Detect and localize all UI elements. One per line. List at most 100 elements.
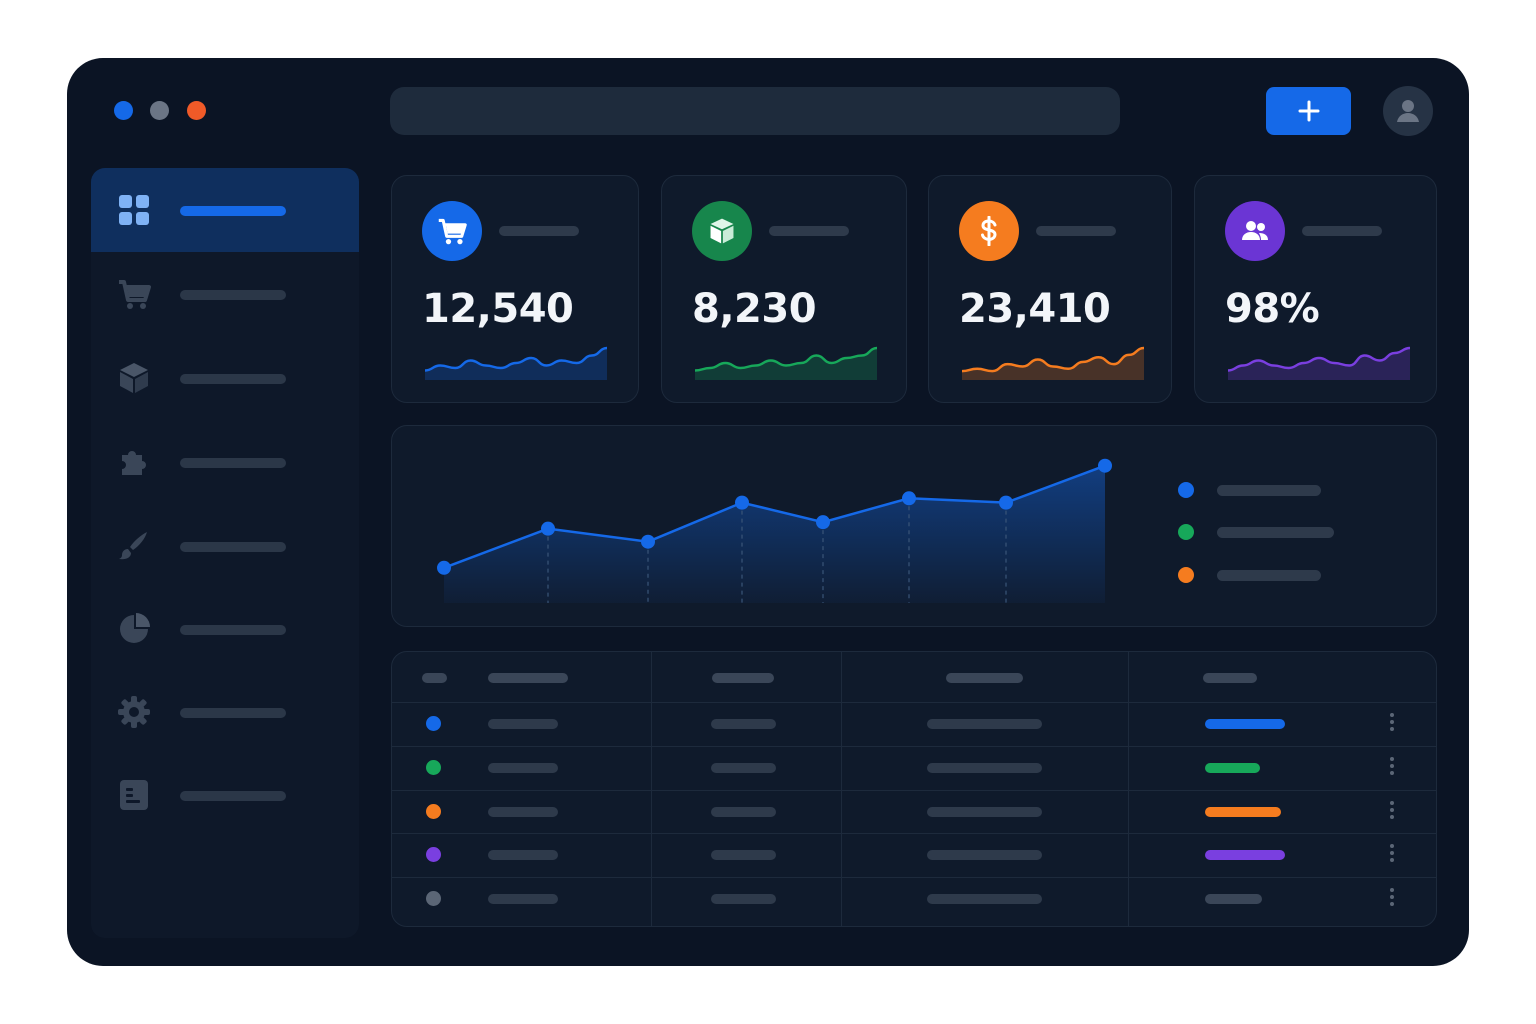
chart-series-line [443,464,1106,569]
stat-value: 98% [1225,286,1320,332]
data-table [391,651,1437,927]
sidebar-item-products[interactable] [91,336,359,420]
chart-point[interactable] [641,534,655,549]
column-header[interactable] [1203,673,1257,683]
document-icon [120,780,148,810]
stat-card-orders[interactable]: 12,540 [391,175,639,403]
pie-chart-icon [120,613,150,643]
window-control-orange[interactable] [187,101,206,120]
row-cell [711,763,776,773]
chart-point[interactable] [1098,458,1112,473]
more-options-icon[interactable] [1389,713,1395,734]
chart-point[interactable] [541,521,555,536]
table-row[interactable] [392,746,1436,790]
sparkline-line [1227,346,1411,372]
chart-point[interactable] [735,495,749,510]
chart-area-fill [444,465,1105,603]
sidebar-item-settings[interactable] [91,670,359,754]
row-status-dot [426,804,441,819]
sidebar-item-label [180,458,286,468]
sparkline [694,346,878,380]
row-cell [488,850,558,860]
row-cell [711,850,776,860]
sidebar-item-dashboard[interactable] [91,168,359,252]
stat-card-users[interactable]: 98% [1194,175,1437,403]
stat-card-revenue[interactable]: 23,410 [928,175,1172,403]
sparkline-line [694,346,878,372]
row-cell [927,719,1042,729]
sidebar-item-integrations[interactable] [91,420,359,504]
status-bar [1205,894,1262,904]
sidebar [91,168,359,938]
window-control-blue[interactable] [114,101,133,120]
legend-marker [1178,567,1194,583]
sparkline [424,346,608,380]
chart-point[interactable] [816,515,830,530]
status-bar [1205,763,1260,773]
puzzle-icon [122,451,146,475]
box-icon [120,363,148,393]
stat-value: 12,540 [422,286,574,332]
sparkline-area [962,348,1144,380]
row-cell [488,719,558,729]
table-row[interactable] [392,790,1436,834]
legend-marker [1178,524,1194,540]
legend-label[interactable] [1217,527,1334,538]
sidebar-item-label [180,290,286,300]
status-bar [1205,807,1281,817]
row-cell [711,894,776,904]
legend-marker [1178,482,1194,498]
dashboard-grid-icon [119,195,149,225]
row-cell [927,850,1042,860]
table-row[interactable] [392,877,1436,921]
row-cell [488,894,558,904]
avatar[interactable] [1383,86,1433,136]
search-bar[interactable] [390,87,1120,135]
dollar-icon [959,201,1019,261]
more-options-icon[interactable] [1389,801,1395,822]
sparkline-area [695,348,877,380]
sparkline-area [1228,348,1410,380]
sidebar-item-label [180,542,286,552]
more-options-icon[interactable] [1389,844,1395,865]
shopping-cart-icon [422,201,482,261]
sidebar-item-label [180,791,286,801]
legend-label[interactable] [1217,570,1321,581]
add-button[interactable] [1266,87,1351,135]
sidebar-item-documents[interactable] [91,753,359,837]
column-header[interactable] [488,673,568,683]
column-header[interactable] [712,673,774,683]
stat-value: 23,410 [959,286,1111,332]
more-options-icon[interactable] [1389,888,1395,909]
chart-point[interactable] [437,560,451,575]
sidebar-item-reports[interactable] [91,587,359,671]
row-cell [488,763,558,773]
row-cell [927,894,1042,904]
status-bar [1205,850,1285,860]
stat-card-products[interactable]: 8,230 [661,175,907,403]
app-window: 12,540 8,230 23,410 [67,58,1469,966]
sidebar-item-label [180,206,286,216]
chart-point[interactable] [902,491,916,506]
row-cell [927,763,1042,773]
sparkline [961,346,1145,380]
column-header[interactable] [946,673,1023,683]
plus-icon [1298,100,1319,122]
more-options-icon[interactable] [1389,757,1395,778]
row-cell [488,807,558,817]
sidebar-item-design[interactable] [91,504,359,588]
chart-point[interactable] [999,495,1013,510]
row-cell [711,807,776,817]
table-row[interactable] [392,702,1436,746]
sparkline-line [424,346,608,372]
sparkline [1227,346,1411,380]
stat-label [769,226,849,236]
legend-label[interactable] [1217,485,1321,496]
select-all-checkbox[interactable] [422,673,447,683]
sidebar-item-orders[interactable] [91,252,359,336]
table-row[interactable] [392,833,1436,877]
window-control-gray[interactable] [150,101,169,120]
stat-label [1302,226,1382,236]
sidebar-item-label [180,708,286,718]
brush-icon [119,532,147,560]
